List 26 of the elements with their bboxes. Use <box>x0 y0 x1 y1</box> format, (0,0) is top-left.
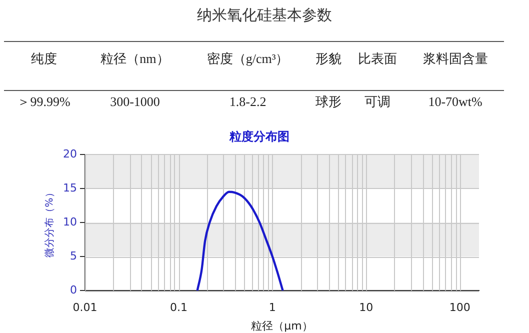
y-tick-label: 5 <box>70 249 77 262</box>
text: 粒径（nm） <box>84 42 186 90</box>
text: 纳米氧化硅基本参数 <box>196 6 333 25</box>
x-tick-label: 10 <box>359 301 374 314</box>
y-tick-label: 0 <box>70 283 77 296</box>
text: 浆料固含量 <box>406 42 504 90</box>
x-tick-label: 1 <box>268 301 276 314</box>
text: 球形 <box>314 93 343 111</box>
text: 比表面 <box>348 42 407 90</box>
text: 纯度 <box>4 42 84 90</box>
x-tick-label: 0.1 <box>170 301 188 314</box>
x-tick-label: 0.01 <box>72 301 98 314</box>
chart-title: 粒度分布图 <box>228 129 290 144</box>
text: 300-1000 <box>109 93 161 111</box>
text: ＞99.99% <box>16 93 72 111</box>
y-tick-label: 20 <box>62 147 77 160</box>
text: 可调 <box>363 93 392 111</box>
text: 1.8-2.2 <box>228 93 268 111</box>
x-tick-label: 100 <box>449 301 470 314</box>
x-axis-title: 粒径（μm） <box>251 319 313 332</box>
text: 10-70wt% <box>427 93 484 111</box>
y-axis-title: 微分分布（%） <box>44 188 56 258</box>
text: 密度（g/cm³） <box>186 42 310 90</box>
y-tick-label: 10 <box>62 215 77 228</box>
y-tick-label: 15 <box>62 181 77 194</box>
text: 形貌 <box>309 42 348 90</box>
